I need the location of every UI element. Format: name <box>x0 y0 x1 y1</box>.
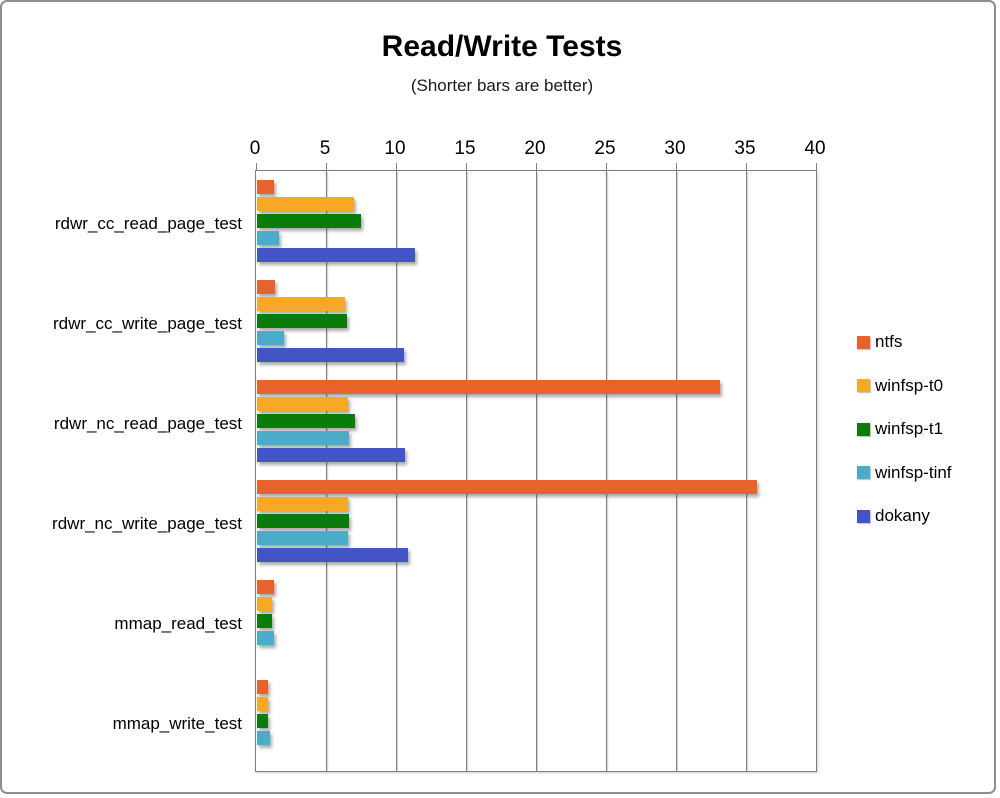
bar-winfsp-t1-rdwr_cc_read_page_test <box>257 214 361 228</box>
x-axis-tick-label-0: 0 <box>249 138 261 159</box>
bar-ntfs-mmap_write_test <box>257 680 269 694</box>
bar-dokany-rdwr_cc_read_page_test <box>257 248 416 262</box>
bar-winfsp-tinf-mmap_read_test <box>257 631 274 645</box>
legend-swatch-ntfs <box>857 335 870 349</box>
legend-item-dokany: dokany <box>857 505 930 527</box>
bar-winfsp-tinf-rdwr_nc_write_page_test <box>257 531 348 545</box>
x-axis-tick-label-30: 30 <box>664 138 686 159</box>
bar-winfsp-t1-rdwr_nc_read_page_test <box>257 414 355 428</box>
x-axis-tick-label-35: 35 <box>734 138 756 159</box>
legend-label-ntfs: ntfs <box>875 332 903 351</box>
category-label-mmap_write_test: mmap_write_test <box>112 714 242 733</box>
bar-winfsp-t0-mmap_read_test <box>257 597 273 611</box>
bar-winfsp-t0-rdwr_nc_write_page_test <box>257 497 348 511</box>
bar-winfsp-t0-rdwr_nc_read_page_test <box>257 397 348 411</box>
x-axis-tick <box>256 163 257 171</box>
x-axis-tick <box>326 163 327 171</box>
chart-subtitle: (Shorter bars are better) <box>410 76 594 95</box>
category-label-rdwr_nc_write_page_test: rdwr_nc_write_page_test <box>52 514 242 533</box>
x-axis-tick-label-5: 5 <box>319 138 331 159</box>
category-label-mmap_read_test: mmap_read_test <box>114 614 242 633</box>
legend-item-winfsp-t1: winfsp-t1 <box>857 418 943 440</box>
gridline-x-5 <box>326 171 327 771</box>
category-label-rdwr_cc_read_page_test: rdwr_cc_read_page_test <box>54 214 242 233</box>
x-axis-tick <box>746 163 747 171</box>
x-axis-tick <box>466 163 467 171</box>
bar-winfsp-t0-rdwr_cc_read_page_test <box>257 197 354 211</box>
x-axis-tick <box>606 163 607 171</box>
bar-winfsp-tinf-rdwr_cc_write_page_test <box>257 331 284 345</box>
bar-winfsp-tinf-rdwr_nc_read_page_test <box>257 431 350 445</box>
x-axis-tick <box>396 163 397 171</box>
bar-dokany-rdwr_nc_read_page_test <box>257 448 406 462</box>
category-label-rdwr_nc_read_page_test: rdwr_nc_read_page_test <box>53 414 242 433</box>
legend-label-dokany: dokany <box>875 506 930 525</box>
bar-ntfs-rdwr_cc_read_page_test <box>257 180 274 194</box>
bar-winfsp-t1-rdwr_cc_write_page_test <box>257 314 347 328</box>
x-axis-tick <box>676 163 677 171</box>
x-axis-tick-label-25: 25 <box>594 138 616 159</box>
legend-swatch-winfsp-t1 <box>857 422 870 436</box>
plot-area <box>255 163 817 772</box>
chart-title: Read/Write Tests <box>381 30 623 63</box>
x-axis-tick <box>816 163 817 171</box>
legend-label-winfsp-t0: winfsp-t0 <box>875 375 944 395</box>
legend-item-winfsp-t0: winfsp-t0 <box>857 375 943 397</box>
legend-swatch-winfsp-t0 <box>857 379 870 392</box>
legend-swatch-winfsp-tinf <box>857 466 870 479</box>
legend-item-ntfs: ntfs <box>857 331 902 353</box>
bar-winfsp-t0-mmap_write_test <box>257 697 269 711</box>
bar-winfsp-tinf-rdwr_cc_read_page_test <box>257 231 280 245</box>
bar-winfsp-t1-mmap_read_test <box>257 614 273 628</box>
x-axis-tick-label-40: 40 <box>804 138 826 159</box>
legend-label-winfsp-tinf: winfsp-tinf <box>875 462 952 482</box>
bar-winfsp-t1-rdwr_nc_write_page_test <box>257 514 350 528</box>
gridline-x-35 <box>746 171 747 771</box>
bar-ntfs-mmap_read_test <box>257 580 274 594</box>
bar-dokany-rdwr_nc_write_page_test <box>257 548 409 562</box>
bar-ntfs-rdwr_cc_write_page_test <box>257 280 276 294</box>
x-axis-tick-label-20: 20 <box>524 138 546 159</box>
gridline-x-25 <box>606 171 607 771</box>
x-axis-tick-label-10: 10 <box>384 138 406 159</box>
legend-item-winfsp-tinf: winfsp-tinf <box>857 462 952 484</box>
category-label-rdwr_cc_write_page_test: rdwr_cc_write_page_test <box>53 314 242 333</box>
bar-ntfs-rdwr_nc_read_page_test <box>257 380 721 394</box>
bar-winfsp-t0-rdwr_cc_write_page_test <box>257 297 346 311</box>
x-axis-tick <box>536 163 537 171</box>
bar-winfsp-tinf-mmap_write_test <box>257 731 270 745</box>
gridline-x-20 <box>536 171 537 771</box>
bar-dokany-rdwr_cc_write_page_test <box>257 348 404 362</box>
gridline-x-15 <box>466 171 467 771</box>
legend-swatch-dokany <box>857 509 870 523</box>
bar-winfsp-t1-mmap_write_test <box>257 714 269 728</box>
x-axis-tick-label-15: 15 <box>454 138 476 159</box>
gridline-x-30 <box>676 171 677 771</box>
gridline-x-10 <box>396 171 397 771</box>
bar-ntfs-rdwr_nc_write_page_test <box>257 480 757 494</box>
legend-label-winfsp-t1: winfsp-t1 <box>875 419 944 438</box>
